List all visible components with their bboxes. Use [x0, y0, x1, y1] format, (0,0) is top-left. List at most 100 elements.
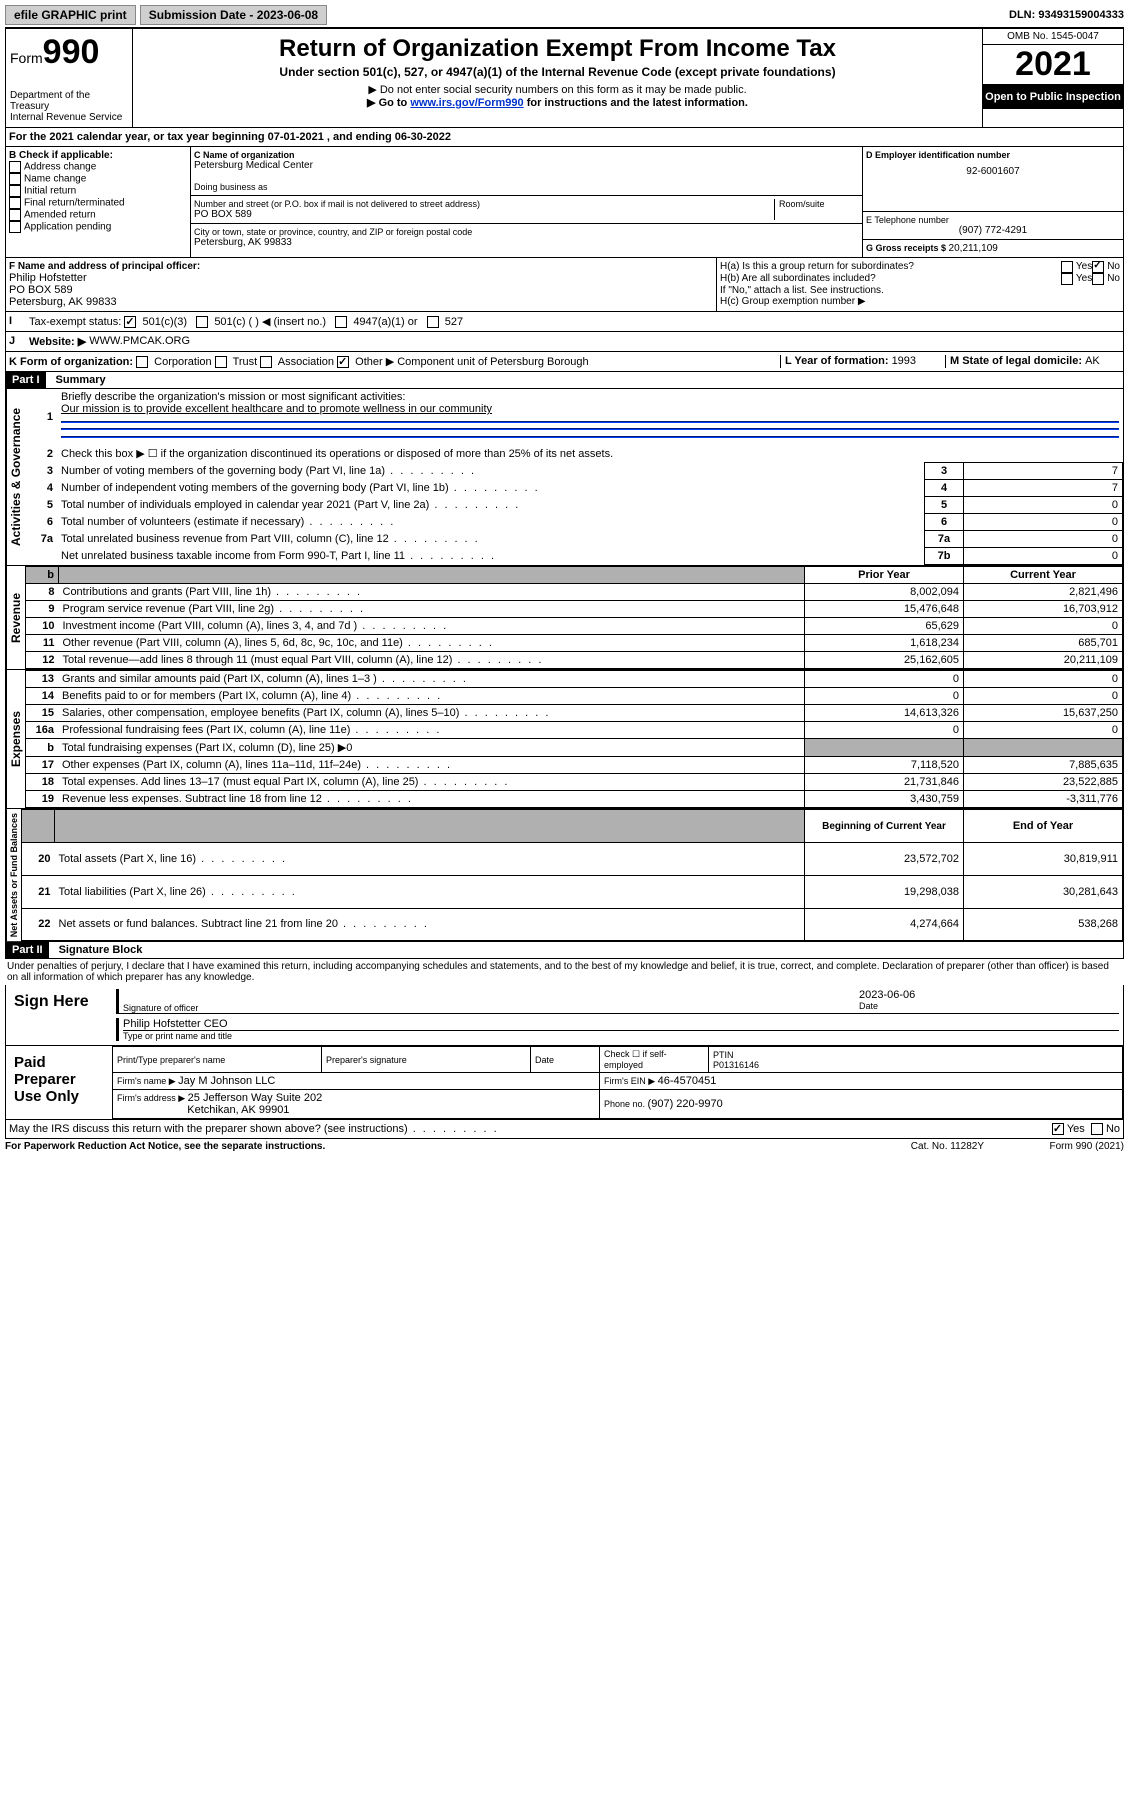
- org-city: Petersburg, AK 99833: [194, 237, 859, 248]
- checkbox-discuss-yes[interactable]: [1052, 1123, 1064, 1135]
- checkbox-address-change[interactable]: [9, 161, 21, 173]
- part2-header: Part II: [6, 942, 49, 958]
- line-a-tax-year: For the 2021 calendar year, or tax year …: [5, 128, 1124, 147]
- part1-title: Summary: [46, 374, 106, 386]
- gross-label: G Gross receipts $: [866, 243, 949, 253]
- ein-label: D Employer identification number: [866, 150, 1120, 160]
- tax-status-row: I Tax-exempt status: 501(c)(3) 501(c) ( …: [5, 312, 1124, 332]
- sig-officer-label: Signature of officer: [123, 1003, 859, 1013]
- footer-right: Form 990 (2021): [984, 1141, 1124, 1152]
- end-year-header: End of Year: [964, 810, 1123, 843]
- officer-name: Philip Hofstetter: [9, 272, 713, 284]
- officer-group-section: F Name and address of principal officer:…: [5, 258, 1124, 312]
- section-k-label: K Form of organization:: [9, 356, 133, 368]
- ha-label: H(a) Is this a group return for subordin…: [720, 261, 1061, 273]
- officer-addr2: Petersburg, AK 99833: [9, 296, 713, 308]
- q1-label: Briefly describe the organization's miss…: [61, 391, 405, 403]
- sig-date-value: 2023-06-06: [859, 989, 1119, 1001]
- section-f-label: F Name and address of principal officer:: [9, 261, 713, 272]
- vert-expenses: Expenses: [6, 670, 25, 808]
- hb-note: If "No," attach a list. See instructions…: [720, 285, 1120, 296]
- subtitle: Under section 501(c), 527, or 4947(a)(1)…: [137, 65, 978, 79]
- form-org-row: K Form of organization: Corporation Trus…: [5, 352, 1124, 372]
- instructions-link[interactable]: www.irs.gov/Form990: [410, 97, 523, 109]
- city-label: City or town, state or province, country…: [194, 227, 859, 237]
- prep-date-label: Date: [531, 1047, 600, 1073]
- form-number: 990: [43, 33, 100, 71]
- efile-button[interactable]: efile GRAPHIC print: [5, 5, 136, 25]
- prep-sig-label: Preparer's signature: [322, 1047, 531, 1073]
- firm-phone: (907) 220-9970: [648, 1098, 723, 1110]
- checkbox-4947[interactable]: [335, 316, 347, 328]
- form-label: Form: [10, 50, 43, 66]
- identity-section: B Check if applicable: Address change Na…: [5, 147, 1124, 258]
- name-label: C Name of organization: [194, 150, 859, 160]
- begin-year-header: Beginning of Current Year: [805, 810, 964, 843]
- q2-text: Check this box ▶ ☐ if the organization d…: [57, 445, 1123, 463]
- note-link-pre: ▶ Go to: [367, 97, 410, 109]
- checkbox-ha-no[interactable]: [1092, 261, 1104, 273]
- q1-answer: Our mission is to provide excellent heal…: [61, 403, 492, 415]
- note-link-post: for instructions and the latest informat…: [524, 97, 748, 109]
- vert-netassets: Net Assets or Fund Balances: [6, 809, 21, 941]
- checkbox-assoc[interactable]: [260, 356, 272, 368]
- checkbox-initial-return[interactable]: [9, 185, 21, 197]
- open-public-badge: Open to Public Inspection: [983, 85, 1123, 109]
- state-domicile: AK: [1085, 355, 1100, 367]
- declaration-text: Under penalties of perjury, I declare th…: [5, 959, 1124, 985]
- prior-year-header: Prior Year: [805, 567, 964, 584]
- dba-label: Doing business as: [194, 182, 859, 192]
- website-value: WWW.PMCAK.ORG: [89, 335, 190, 348]
- tax-status-label: Tax-exempt status:: [29, 316, 121, 328]
- checkbox-application-pending[interactable]: [9, 221, 21, 233]
- firm-addr2: Ketchikan, AK 99901: [187, 1104, 289, 1116]
- current-year-header: Current Year: [964, 567, 1123, 584]
- checkbox-final-return[interactable]: [9, 197, 21, 209]
- firm-name: Jay M Johnson LLC: [178, 1075, 275, 1087]
- form-title: Return of Organization Exempt From Incom…: [137, 35, 978, 63]
- website-label: Website: ▶: [29, 335, 86, 348]
- note-ssn: ▶ Do not enter social security numbers o…: [137, 83, 978, 96]
- hc-label: H(c) Group exemption number ▶: [720, 296, 1120, 307]
- prep-name-label: Print/Type preparer's name: [113, 1047, 322, 1073]
- part2-title: Signature Block: [49, 944, 143, 956]
- org-name: Petersburg Medical Center: [194, 160, 859, 171]
- hb-label: H(b) Are all subordinates included?: [720, 273, 1061, 285]
- addr-label: Number and street (or P.O. box if mail i…: [194, 199, 774, 209]
- discuss-label: May the IRS discuss this return with the…: [9, 1123, 1052, 1135]
- firm-addr1: 25 Jefferson Way Suite 202: [188, 1092, 323, 1104]
- firm-ein: 46-4570451: [658, 1075, 717, 1087]
- checkbox-corp[interactable]: [136, 356, 148, 368]
- prep-self-employed: Check ☐ if self-employed: [600, 1047, 709, 1073]
- ptin-value: P01316146: [713, 1060, 759, 1070]
- checkbox-ha-yes[interactable]: [1061, 261, 1073, 273]
- omb-number: OMB No. 1545-0047: [983, 29, 1123, 45]
- officer-addr1: PO BOX 589: [9, 284, 713, 296]
- checkbox-amended[interactable]: [9, 209, 21, 221]
- checkbox-name-change[interactable]: [9, 173, 21, 185]
- dept-label: Department of the Treasury: [10, 90, 128, 112]
- year-formation: 1993: [892, 355, 916, 367]
- room-label: Room/suite: [774, 199, 859, 220]
- other-value: Component unit of Petersburg Borough: [397, 356, 588, 368]
- checkbox-trust[interactable]: [215, 356, 227, 368]
- phone-value: (907) 772-4291: [866, 225, 1120, 236]
- submission-date-button[interactable]: Submission Date - 2023-06-08: [140, 5, 327, 25]
- dln-label: DLN: 93493159004333: [1009, 9, 1124, 21]
- footer-left: For Paperwork Reduction Act Notice, see …: [5, 1141, 325, 1152]
- section-b-label: B Check if applicable:: [9, 150, 187, 161]
- footer-mid: Cat. No. 11282Y: [911, 1141, 984, 1152]
- sig-name-value: Philip Hofstetter CEO: [123, 1018, 1119, 1030]
- checkbox-discuss-no[interactable]: [1091, 1123, 1103, 1135]
- sig-name-label: Type or print name and title: [123, 1030, 1119, 1041]
- checkbox-other[interactable]: [337, 356, 349, 368]
- checkbox-501c[interactable]: [196, 316, 208, 328]
- checkbox-527[interactable]: [427, 316, 439, 328]
- checkbox-hb-no[interactable]: [1092, 273, 1104, 285]
- form-header: Form990 Department of the Treasury Inter…: [5, 28, 1124, 128]
- paid-preparer-label: Paid Preparer Use Only: [6, 1046, 112, 1119]
- org-address: PO BOX 589: [194, 209, 774, 220]
- checkbox-501c3[interactable]: [124, 316, 136, 328]
- gross-value: 20,211,109: [949, 243, 998, 254]
- checkbox-hb-yes[interactable]: [1061, 273, 1073, 285]
